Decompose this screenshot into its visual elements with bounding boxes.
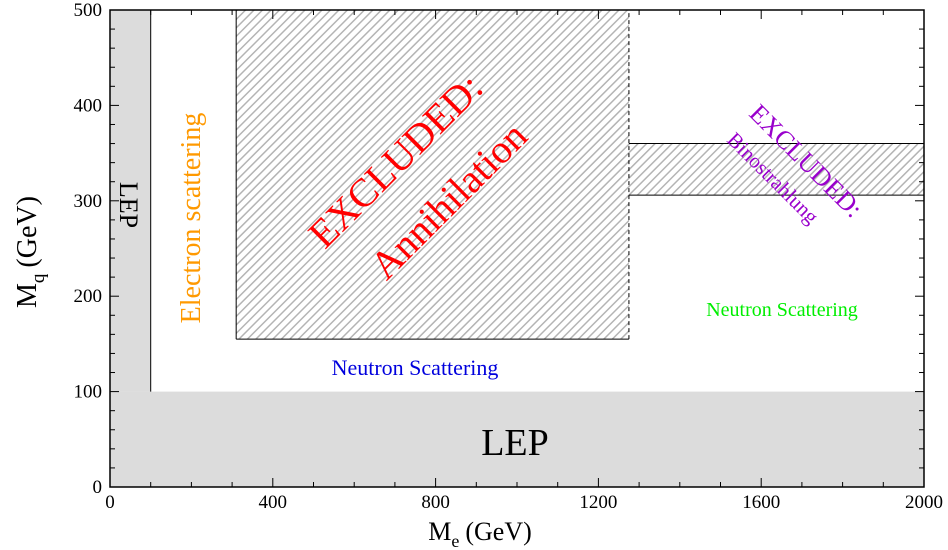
neutron-scattering-label-2: Neutron Scattering [706, 299, 858, 321]
y-axis-title: Mq (GeV) [12, 196, 49, 308]
y-tick-label: 500 [74, 0, 103, 21]
y-axis-title-unit: (GeV) [12, 196, 43, 268]
x-tick-label: 0 [105, 492, 115, 513]
region-lep-0 [110, 391, 924, 487]
x-axis-title-symbol: M [428, 517, 451, 546]
electron-scattering-label: Electron scattering [176, 113, 207, 324]
region-excluded-2 [236, 10, 629, 340]
y-tick-label: 300 [74, 191, 103, 212]
y-tick-label: 0 [93, 477, 103, 498]
neutron-scattering-label-1: Neutron Scattering [332, 355, 499, 380]
x-tick-label: 1200 [579, 492, 617, 513]
y-tick-label: 200 [74, 286, 103, 307]
x-tick-label: 2000 [905, 492, 943, 513]
region-excluded-3 [628, 143, 924, 196]
x-tick-label: 800 [421, 492, 450, 513]
lep-left-label: LEP [114, 182, 143, 228]
y-tick-label: 400 [74, 95, 103, 116]
lep-bottom-label: LEP [481, 422, 549, 464]
x-axis-title: Me (GeV) [428, 517, 532, 550]
regions-layer [110, 10, 924, 487]
axes-layer: 0 400 800 1200 1600 2000 0 100 200 300 400 500 [74, 0, 944, 513]
boundaries-layer [150, 10, 924, 392]
y-axis-title-symbol: M [12, 283, 43, 308]
x-tick-label: 1600 [742, 492, 780, 513]
x-axis-title-subscript: e [451, 531, 459, 550]
y-axis-title-subscript: q [28, 273, 49, 283]
x-axis-title-unit: (GeV) [465, 517, 531, 546]
x-tick-label: 400 [259, 492, 288, 513]
y-tick-label: 100 [74, 382, 103, 403]
